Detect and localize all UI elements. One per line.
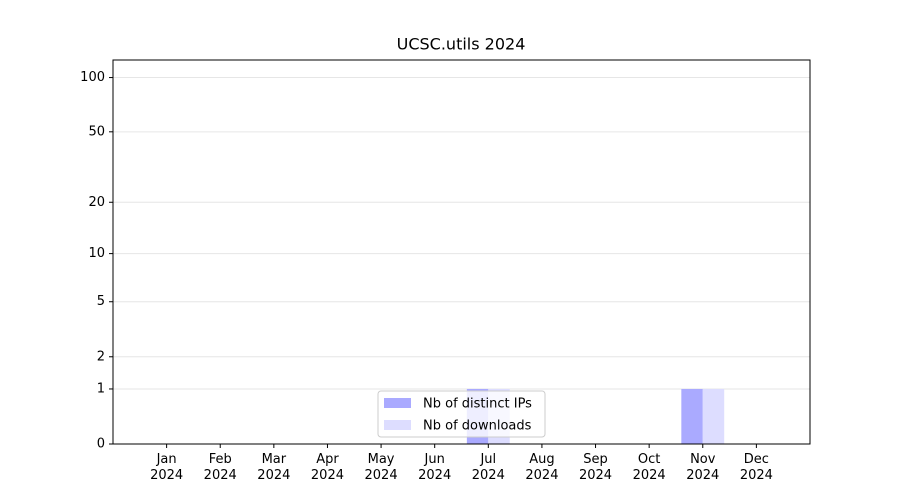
x-tick-label: Feb 2024 (203, 452, 237, 483)
y-tick-label: 100 (80, 70, 105, 85)
x-tick-label: Apr 2024 (310, 452, 344, 483)
y-tick-label: 0 (97, 437, 105, 452)
x-tick-label: Mar 2024 (257, 452, 291, 483)
x-tick-label: Jul 2024 (471, 452, 505, 483)
y-tick-label: 2 (97, 349, 105, 364)
y-tick-label: 1 (97, 381, 105, 396)
legend-label: Nb of downloads (423, 419, 532, 434)
x-tick-label: Jun 2024 (418, 452, 452, 483)
legend-swatch (384, 420, 411, 430)
plot-frame (112, 59, 811, 445)
x-tick-label: May 2024 (364, 452, 398, 483)
legend-swatch (384, 398, 411, 408)
y-tick-label: 10 (88, 246, 105, 261)
x-tick-label: Oct 2024 (632, 452, 666, 483)
y-tick-label: 20 (88, 195, 105, 210)
x-tick-label: Sep 2024 (578, 452, 613, 483)
x-tick-label: Aug 2024 (525, 452, 559, 483)
y-tick-label: 50 (88, 124, 105, 139)
bar (681, 388, 703, 444)
x-tick-label: Jan 2024 (150, 452, 184, 483)
x-tick-label: Dec 2024 (739, 452, 773, 483)
y-tick-label: 5 (97, 294, 105, 309)
chart-title: UCSC.utils 2024 (397, 35, 526, 54)
legend-box (377, 390, 546, 438)
legend-label: Nb of distinct IPs (423, 397, 532, 412)
x-tick-label: Nov 2024 (686, 452, 720, 483)
bar (702, 388, 725, 444)
